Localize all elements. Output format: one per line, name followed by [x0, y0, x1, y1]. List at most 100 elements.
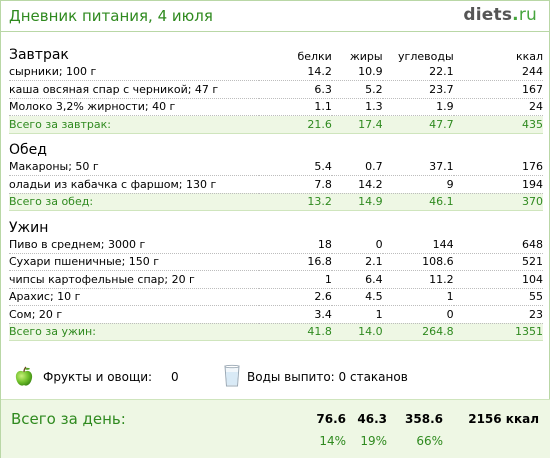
- protein-total: 21.6: [258, 115, 332, 134]
- page-title: Дневник питания, 4 июля: [9, 7, 213, 25]
- kcal-value: 648: [453, 235, 543, 254]
- day-total-panel: Всего за день: 76.6 46.3 358.6 2156 ккал…: [1, 399, 550, 458]
- day-kcal: 2156 ккал: [468, 412, 539, 426]
- kcal-value: 23: [453, 305, 543, 324]
- section-title-breakfast: Завтрак: [9, 47, 69, 63]
- table-row: Пиво в среднем; 3000 г 18 0 144 648: [9, 235, 543, 254]
- kcal-value: 167: [453, 80, 543, 99]
- total-label: Всего за обед:: [9, 193, 259, 211]
- protein-value: 2.6: [258, 288, 332, 306]
- food-name: каша овсяная спар с черникой; 47 г: [9, 80, 259, 99]
- day-carbs-pct: 66%: [416, 434, 443, 448]
- fat-value: 0: [331, 235, 383, 254]
- dinner-total-row: Всего за ужин: 41.8 14.0 264.8 1351: [9, 323, 543, 341]
- kcal-value: 55: [453, 288, 543, 306]
- table-row: Сом; 20 г 3.4 1 0 23: [9, 305, 543, 324]
- fat-value: 5.2: [331, 80, 383, 99]
- carbs-value: 0: [382, 305, 454, 324]
- protein-value: 1: [258, 270, 332, 289]
- food-name: Макароны; 50 г: [9, 158, 259, 176]
- kcal-total: 435: [453, 115, 543, 134]
- fat-value: 14.2: [331, 175, 383, 194]
- protein-total: 13.2: [258, 193, 332, 211]
- day-carbs: 358.6: [405, 412, 443, 426]
- table-row: оладьи из кабачка с фаршом; 130 г 7.8 14…: [9, 175, 543, 194]
- carbs-total: 47.7: [382, 115, 454, 134]
- kcal-value: 521: [453, 253, 543, 271]
- day-fat-pct: 19%: [360, 434, 387, 448]
- protein-value: 5.4: [258, 158, 332, 176]
- nutrition-table: Завтрак белки жиры углеводы ккал сырники…: [9, 45, 543, 341]
- carbs-value: 9: [382, 175, 454, 194]
- fat-total: 14.9: [331, 193, 383, 211]
- protein-value: 14.2: [258, 63, 332, 81]
- carbs-value: 1.9: [382, 98, 454, 116]
- food-name: Пиво в среднем; 3000 г: [9, 235, 259, 254]
- food-name: Сом; 20 г: [9, 305, 259, 324]
- col-header-fat: жиры: [349, 50, 383, 63]
- carbs-value: 108.6: [382, 253, 454, 271]
- kcal-total: 1351: [453, 323, 543, 341]
- day-protein-pct: 14%: [319, 434, 346, 448]
- food-name: Молоко 3,2% жирности; 40 г: [9, 98, 259, 116]
- kcal-value: 24: [453, 98, 543, 116]
- fat-value: 0.7: [331, 158, 383, 176]
- kcal-value: 104: [453, 270, 543, 289]
- section-title-lunch: Обед: [9, 142, 47, 158]
- col-header-carbs: углеводы: [398, 50, 454, 63]
- protein-value: 3.4: [258, 305, 332, 324]
- logo-tld: ru: [518, 5, 537, 25]
- protein-total: 41.8: [258, 323, 332, 341]
- table-row: чипсы картофельные спар; 20 г 1 6.4 11.2…: [9, 270, 543, 289]
- carbs-value: 37.1: [382, 158, 454, 176]
- fat-value: 1: [331, 305, 383, 324]
- glass-icon: [223, 364, 241, 391]
- table-row: Сухари пшеничные; 150 г 16.8 2.1 108.6 5…: [9, 253, 543, 271]
- protein-value: 16.8: [258, 253, 332, 271]
- kcal-value: 244: [453, 63, 543, 81]
- table-row: Молоко 3,2% жирности; 40 г 1.1 1.3 1.9 2…: [9, 98, 543, 116]
- food-name: Арахис; 10 г: [9, 288, 259, 306]
- fruit-value: 0: [171, 370, 179, 384]
- extras-row: Фрукты и овощи: 0 Воды выпито: 0 стакано…: [11, 364, 541, 391]
- protein-value: 1.1: [258, 98, 332, 116]
- fat-value: 1.3: [331, 98, 383, 116]
- section-title-dinner: Ужин: [9, 219, 49, 236]
- apple-icon: [13, 366, 35, 391]
- logo-name: diets: [463, 5, 513, 25]
- col-header-kcal: ккал: [515, 50, 543, 63]
- kcal-value: 176: [453, 158, 543, 176]
- fat-total: 17.4: [331, 115, 383, 134]
- food-name: Сухари пшеничные; 150 г: [9, 253, 259, 271]
- food-name: оладьи из кабачка с фаршом; 130 г: [9, 175, 259, 194]
- table-row: Макароны; 50 г 5.4 0.7 37.1 176: [9, 158, 543, 176]
- total-label: Всего за завтрак:: [9, 115, 259, 134]
- carbs-value: 144: [382, 235, 454, 254]
- day-total-label: Всего за день:: [11, 410, 126, 428]
- day-protein: 76.6: [316, 412, 346, 426]
- header-divider: [1, 31, 549, 32]
- water-label: Воды выпито: 0 стаканов: [247, 370, 408, 384]
- table-row: каша овсяная спар с черникой; 47 г 6.3 5…: [9, 80, 543, 99]
- col-header-protein: белки: [297, 50, 332, 63]
- day-fat: 46.3: [357, 412, 387, 426]
- carbs-total: 46.1: [382, 193, 454, 211]
- table-row: сырники; 100 г 14.2 10.9 22.1 244: [9, 63, 543, 81]
- carbs-value: 1: [382, 288, 454, 306]
- carbs-value: 22.1: [382, 63, 454, 81]
- total-label: Всего за ужин:: [9, 323, 259, 341]
- protein-value: 6.3: [258, 80, 332, 99]
- breakfast-total-row: Всего за завтрак: 21.6 17.4 47.7 435: [9, 115, 543, 134]
- kcal-value: 194: [453, 175, 543, 194]
- lunch-total-row: Всего за обед: 13.2 14.9 46.1 370: [9, 193, 543, 211]
- carbs-value: 11.2: [382, 270, 454, 289]
- protein-value: 18: [258, 235, 332, 254]
- logo-dot: .: [512, 5, 519, 25]
- fat-value: 2.1: [331, 253, 383, 271]
- diets-logo[interactable]: diets.ru: [463, 5, 537, 25]
- protein-value: 7.8: [258, 175, 332, 194]
- kcal-total: 370: [453, 193, 543, 211]
- fat-total: 14.0: [331, 323, 383, 341]
- carbs-total: 264.8: [382, 323, 454, 341]
